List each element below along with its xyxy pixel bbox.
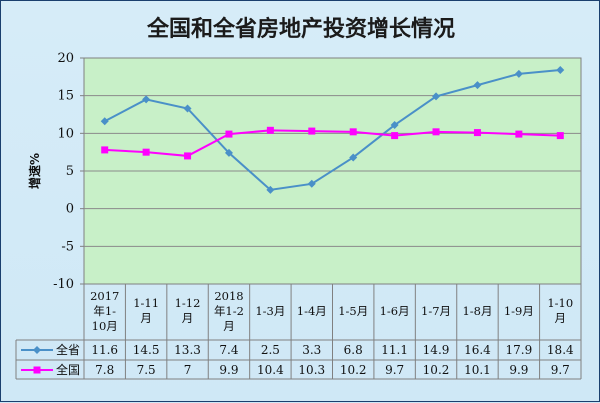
legend-marker-square xyxy=(33,366,41,374)
table-value: 7.5 xyxy=(137,363,156,377)
x-category-label: 1-3月 xyxy=(255,304,285,318)
x-category-label: 月 xyxy=(555,311,567,325)
data-point-square xyxy=(225,130,233,138)
table-value: 17.9 xyxy=(506,343,533,357)
x-category-label: 年1- xyxy=(93,304,116,318)
y-axis: -10 -5 0 5 10 15 20 增速% xyxy=(27,51,84,292)
data-point-square xyxy=(142,148,150,156)
data-point-square xyxy=(101,146,109,154)
data-point-square xyxy=(184,152,192,160)
data-point-diamond xyxy=(183,104,192,113)
table-value: 16.4 xyxy=(464,343,491,357)
y-tick-label: 20 xyxy=(57,51,74,66)
data-point-diamond xyxy=(266,185,275,194)
y-tick-label: 15 xyxy=(57,89,74,104)
x-category-label: 月 xyxy=(182,311,194,325)
table-value: 10.2 xyxy=(340,363,367,377)
table-value: 3.3 xyxy=(302,343,321,357)
y-tick-label: 5 xyxy=(66,164,74,179)
x-category-label: 2018 xyxy=(214,289,243,303)
data-point-diamond xyxy=(100,117,109,126)
x-category-label: 1-10 xyxy=(547,296,573,310)
x-category-label: 1-4月 xyxy=(297,304,327,318)
series-line-0 xyxy=(104,69,561,191)
data-point-diamond xyxy=(224,148,233,157)
table-value: 9.7 xyxy=(385,363,404,377)
table-value: 7.8 xyxy=(95,363,114,377)
table-value: 18.4 xyxy=(547,343,574,357)
y-tick-label: -10 xyxy=(53,277,74,292)
x-category-label: 10月 xyxy=(92,319,118,333)
data-point-square xyxy=(473,129,481,137)
data-point-square xyxy=(391,132,399,140)
chart-title: 全国和全省房地产投资增长情况 xyxy=(146,16,455,42)
x-category-label: 1-11 xyxy=(133,296,159,310)
data-point-square xyxy=(515,130,523,138)
x-category-label: 月 xyxy=(140,311,152,325)
x-category-label: 月 xyxy=(223,319,235,333)
data-point-diamond xyxy=(432,92,441,101)
table-value: 10.1 xyxy=(464,363,491,377)
data-point-diamond xyxy=(473,81,482,90)
y-tick-label: -5 xyxy=(61,239,74,254)
data-point-square xyxy=(432,128,440,136)
x-category-label: 年1-2 xyxy=(214,304,244,318)
x-category-label: 1-12 xyxy=(175,296,201,310)
x-category-label: 1-8月 xyxy=(462,304,492,318)
data-point-diamond xyxy=(349,153,358,162)
table-value: 14.5 xyxy=(133,343,160,357)
data-point-square xyxy=(266,126,274,134)
data-point-square xyxy=(308,127,316,135)
table-value: 10.2 xyxy=(423,363,450,377)
x-category-label: 2017 xyxy=(90,289,119,303)
table-value: 2.5 xyxy=(261,343,280,357)
legend-label: 全省 xyxy=(56,342,80,357)
x-category-label: 1-9月 xyxy=(504,304,534,318)
data-point-diamond xyxy=(556,66,565,75)
table-value: 9.7 xyxy=(551,363,570,377)
data-point-diamond xyxy=(142,95,151,104)
data-point-diamond xyxy=(514,69,523,78)
data-point-square xyxy=(556,132,564,140)
series-line-1 xyxy=(104,129,561,157)
legend-marker-diamond xyxy=(33,346,41,354)
table-value: 6.8 xyxy=(344,343,363,357)
table-value: 7.4 xyxy=(219,343,238,357)
table-value: 9.9 xyxy=(219,363,238,377)
series-layer xyxy=(100,66,565,194)
data-point-diamond xyxy=(307,179,316,188)
table-value: 9.9 xyxy=(509,363,528,377)
table-value: 14.9 xyxy=(423,343,450,357)
legend-label: 全国 xyxy=(56,362,80,377)
table-value: 11.1 xyxy=(381,343,408,357)
y-tick-label: 0 xyxy=(66,202,74,217)
y-tick-label: 10 xyxy=(57,126,74,141)
x-category-label: 1-6月 xyxy=(380,304,410,318)
data-point-square xyxy=(349,128,357,136)
table-value: 10.3 xyxy=(298,363,325,377)
data-point-diamond xyxy=(390,121,399,130)
table-value: 13.3 xyxy=(174,343,201,357)
y-axis-label: 增速% xyxy=(27,153,42,189)
table-value: 10.4 xyxy=(257,363,284,377)
table-value: 11.6 xyxy=(91,343,118,357)
x-category-label: 1-7月 xyxy=(421,304,451,318)
table-value: 7 xyxy=(184,363,192,377)
x-category-label: 1-5月 xyxy=(338,304,368,318)
